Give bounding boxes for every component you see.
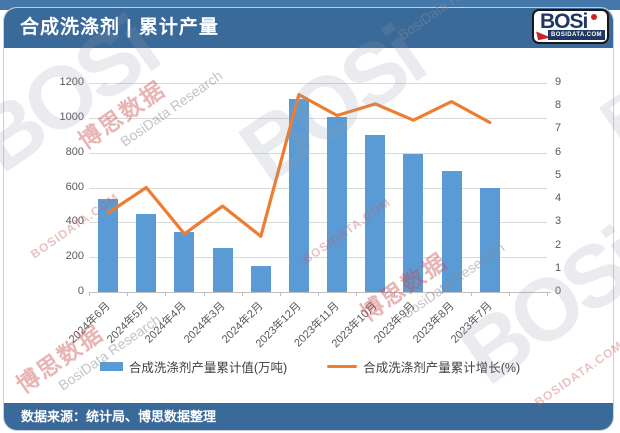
bosi-logo-text: BOSi [540, 10, 588, 33]
legend-item-production: 合成洗涤剂产量累计值(万吨) [99, 357, 288, 376]
logo-domain-strip: BOSIDATA.COM [548, 30, 605, 40]
legend-label-production: 合成洗涤剂产量累计值(万吨) [128, 361, 288, 375]
legend-bar-swatch-icon [99, 362, 123, 371]
legend-label-growth: 合成洗涤剂产量累计增长(%) [363, 361, 521, 375]
page-title: 合成洗涤剂 | 累计产量 [20, 17, 219, 38]
data-source-text: 数据来源：统计局、博思数据整理 [21, 409, 217, 424]
card-footer: 数据来源：统计局、博思数据整理 [4, 403, 613, 430]
top-strip [0, 0, 620, 10]
legend-item-growth: 合成洗涤剂产量累计增长(%) [327, 357, 520, 376]
logo-domain-text: BOSIDATA.COM [551, 32, 602, 38]
legend-line-swatch-icon [327, 365, 358, 368]
chart-legend: 合成洗涤剂产量累计值(万吨) 合成洗涤剂产量累计增长(%) [0, 357, 620, 376]
logo-red-dot-icon [591, 14, 597, 20]
card-header: 合成洗涤剂 | 累计产量 [4, 8, 613, 48]
bosi-logo: BOSi BOSIDATA.COM [532, 9, 609, 44]
